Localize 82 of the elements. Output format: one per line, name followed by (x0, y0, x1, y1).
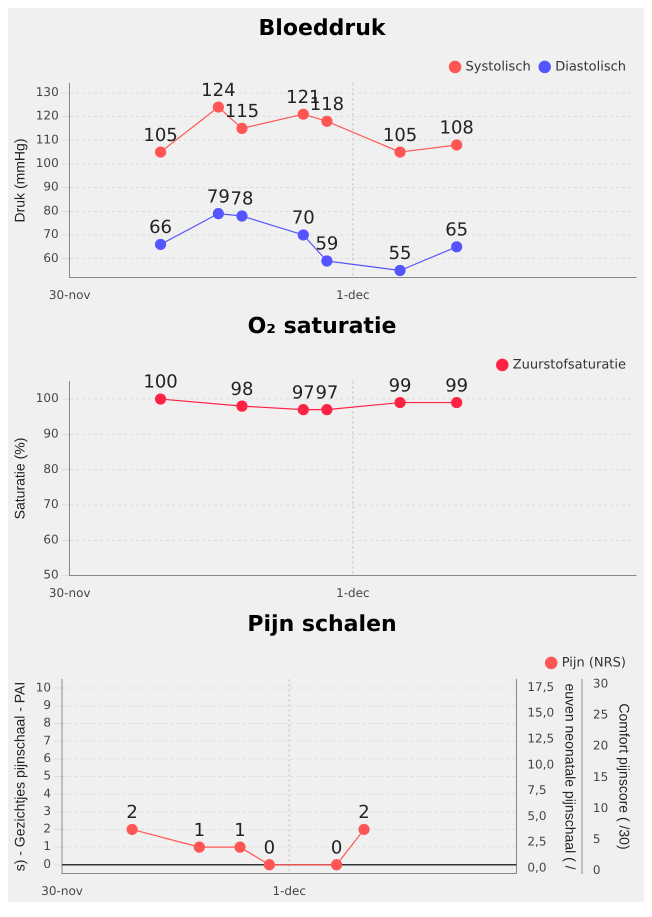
y-tick-label: 4 (43, 786, 52, 800)
y2-tick-label: 5,0 (527, 808, 547, 823)
y3-tick-label: 25 (592, 708, 608, 722)
data-label: 0 (264, 837, 276, 858)
y2-tick-label: 10,0 (527, 757, 554, 772)
data-label: 55 (388, 243, 412, 264)
y-tick-label: 130 (36, 85, 59, 99)
y2-tick-label: 15,0 (527, 706, 554, 720)
y3-axis-title: Comfort pijnscore ( /30) (616, 703, 633, 850)
x-tick-label: 30-nov (41, 884, 83, 898)
data-label: 65 (445, 219, 468, 240)
chart-title: Pijn schalen (247, 612, 397, 637)
y-tick-label: 120 (36, 108, 59, 123)
data-label: 1 (234, 820, 246, 841)
y3-tick-label: 30 (592, 676, 608, 691)
x-tick-label: 1-dec (336, 288, 370, 302)
y-tick-label: 80 (43, 203, 59, 218)
data-label: 66 (149, 217, 172, 238)
data-label: 70 (292, 208, 315, 229)
data-label: 105 (382, 124, 418, 146)
y3-tick-label: 15 (592, 770, 608, 784)
chart-title: Bloeddruk (258, 16, 387, 41)
y-tick-label: 100 (36, 391, 59, 406)
chart-title: O₂ saturatie (248, 314, 396, 339)
x-tick-label: 30-nov (48, 586, 91, 600)
y2-tick-label: 17,5 (527, 680, 554, 694)
x-tick-label: 1-dec (336, 586, 370, 600)
data-label: 2 (358, 802, 370, 824)
data-label: 79 (206, 186, 230, 208)
data-label: 124 (201, 80, 236, 101)
y-tick-label: 7 (43, 733, 52, 748)
data-label: 1 (194, 820, 206, 841)
data-label: 108 (439, 118, 474, 139)
y2-tick-label: 12,5 (527, 731, 554, 746)
y-tick-label: 3 (43, 804, 52, 818)
y-tick-label: 9 (43, 698, 52, 712)
y-tick-label: 60 (43, 532, 59, 546)
data-label: 105 (143, 124, 178, 146)
data-label: 98 (230, 378, 254, 400)
y-tick-label: 0 (43, 856, 52, 871)
legend-label: Pijn (NRS) (562, 655, 626, 670)
legend-label: Diastolisch (555, 59, 626, 74)
y-tick-label: 110 (36, 132, 59, 146)
y2-tick-label: 0,0 (527, 860, 547, 875)
x-tick-label: 30-nov (48, 288, 91, 302)
y3-tick-label: 10 (592, 800, 608, 815)
data-label: 59 (315, 234, 338, 255)
y2-tick-label: 7,5 (527, 783, 547, 798)
y-tick-label: 90 (43, 426, 59, 440)
legend-label: Zuurstofsaturatie (512, 357, 626, 372)
data-label: 99 (445, 375, 468, 396)
data-label: 0 (330, 837, 342, 858)
data-label: 78 (230, 188, 254, 210)
y-tick-label: 6 (43, 750, 52, 765)
data-label: 115 (224, 101, 260, 122)
y2-axis-title: euven neonatale pijnschaal ( / (562, 683, 579, 870)
y2-tick-label: 2,5 (527, 834, 547, 849)
data-label: 99 (388, 375, 412, 396)
y3-tick-label: 20 (592, 738, 608, 753)
data-label: 100 (143, 372, 178, 393)
y-tick-label: 90 (43, 180, 59, 194)
y-tick-label: 2 (43, 822, 52, 836)
y3-tick-label: 0 (592, 863, 601, 878)
y-tick-label: 70 (43, 227, 59, 242)
y-tick-label: 80 (43, 462, 59, 476)
y-tick-label: 50 (43, 568, 59, 582)
y3-tick-label: 5 (592, 832, 601, 846)
y-tick-label: 70 (43, 497, 59, 512)
x-tick-label: 1-dec (272, 884, 306, 898)
data-label: 97 (315, 382, 338, 404)
data-label: 2 (126, 802, 138, 824)
y-axis-title: Saturatie (%) (11, 438, 28, 520)
y-axis-title: s) - Gezichtjes pijnschaal - PAI (11, 682, 28, 872)
y-axis-title: Druk (mmHg) (11, 138, 28, 222)
legend-label: Systolisch (466, 59, 531, 74)
y-tick-label: 100 (36, 156, 59, 170)
data-label: 97 (292, 382, 315, 404)
y-tick-label: 60 (43, 250, 59, 265)
y-tick-label: 1 (43, 839, 52, 854)
y-tick-label: 10 (36, 680, 52, 694)
y-tick-label: 8 (43, 716, 52, 730)
y-tick-label: 5 (43, 768, 52, 783)
